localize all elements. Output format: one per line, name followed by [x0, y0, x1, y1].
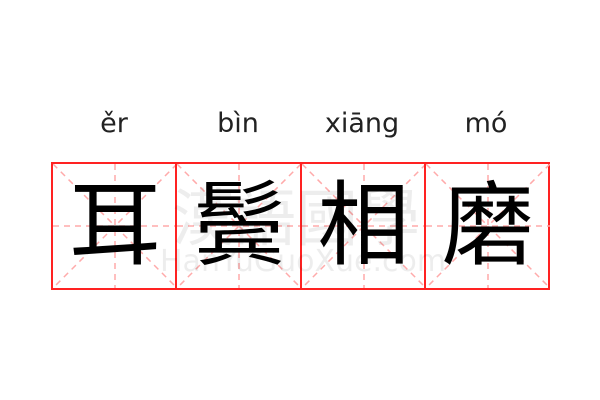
pinyin-3: xiāng: [324, 108, 400, 139]
character-2: 鬓: [193, 172, 286, 279]
pinyin-2: bìn: [217, 108, 259, 139]
grid-guides: [53, 164, 177, 288]
watermark-chinese: 漢語國學: [172, 182, 421, 255]
pinyin-1: ěr: [100, 108, 128, 139]
grid-cell-1: 耳: [51, 162, 178, 290]
grid-guides: [425, 164, 550, 288]
grid-cell-4: 磨: [423, 162, 550, 290]
character-grid: 耳 鬓 相 磨: [51, 162, 550, 290]
grid-cell-3: 相: [299, 162, 426, 290]
grid-guides: [301, 164, 426, 288]
watermark-latin: HanYuGuoXue.com: [160, 244, 447, 279]
grid-guides: [177, 164, 302, 288]
character-3: 相: [317, 172, 410, 279]
pinyin-4: mó: [464, 108, 508, 139]
character-4: 磨: [441, 172, 534, 279]
grid-cell-2: 鬓: [175, 162, 302, 290]
character-1: 耳: [68, 172, 161, 279]
